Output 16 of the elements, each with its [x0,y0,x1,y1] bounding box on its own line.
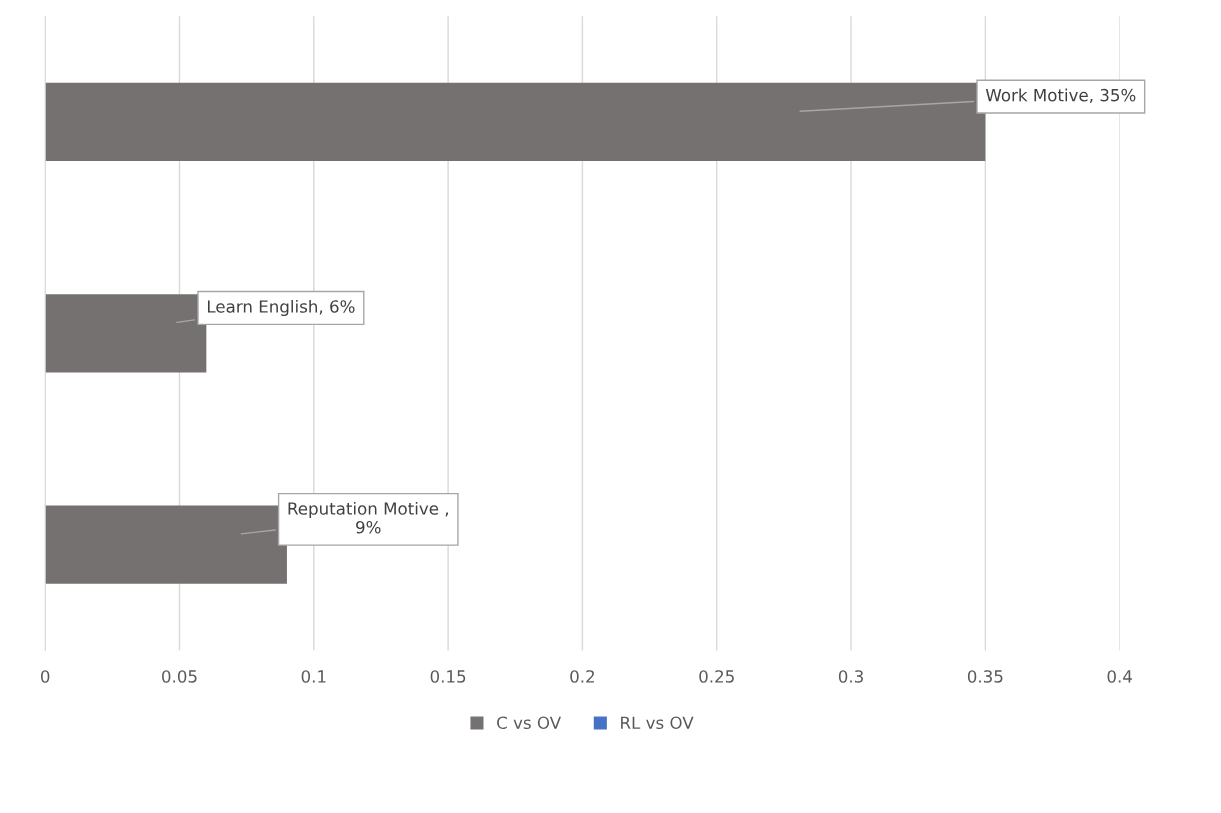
data-label: Learn English, 6% [207,299,355,317]
x-tick-label: 0 [40,670,50,683]
legend-label: RL vs OV [621,716,694,730]
x-tick-label: 0.1 [301,670,326,683]
data-label: Work Motive, 35% [985,88,1136,104]
x-tick-label: 0.3 [838,670,863,683]
data-label: Reputation Motive , 9% [288,501,448,534]
x-tick-label: 0.2 [570,670,594,683]
x-tick-label: 0.15 [430,670,466,683]
x-tick-label: 0.25 [699,670,734,683]
x-tick-label: 0.4 [1107,670,1132,683]
bar [45,294,207,373]
legend-label: C vs OV [497,716,561,730]
bar [45,82,986,162]
x-tick-label: 0.05 [162,670,197,683]
x-tick-label: 0.35 [967,670,1003,683]
